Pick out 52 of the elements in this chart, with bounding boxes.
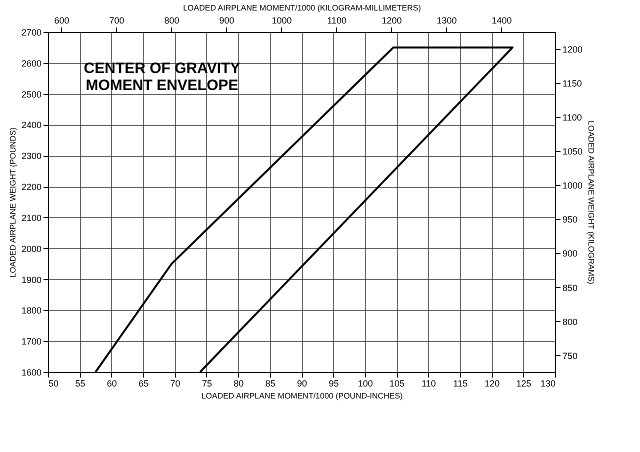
- x-tick-label: 50: [48, 378, 59, 388]
- y2-tick-label: 800: [562, 316, 578, 327]
- x2-axis-title: LOADED AIRPLANE MOMENT/1000 (KILOGRAM-MILLIMETERS): [183, 4, 422, 12]
- y2-tick-label: 750: [562, 350, 578, 361]
- y2-tick-label: 1000: [562, 180, 583, 191]
- x2-tick-label: 800: [164, 16, 180, 26]
- y-tick-label: 2600: [21, 58, 42, 68]
- x-axis-title: LOADED AIRPLANE MOMENT/1000 (POUND-INCHES): [201, 392, 404, 400]
- x-tick-label: 90: [296, 378, 308, 388]
- y2-tick-label: 1150: [562, 78, 582, 88]
- x-tick-label: 85: [265, 378, 276, 388]
- y-tick-label: 2100: [21, 212, 42, 223]
- y-tick-label: 2000: [21, 244, 42, 254]
- y-tick-label: 1700: [21, 336, 42, 347]
- x2-tick-label: 900: [219, 16, 234, 26]
- y-tick-label: 2500: [21, 89, 42, 100]
- x-tick-label: 115: [453, 378, 468, 388]
- x-tick-label: 130: [540, 378, 556, 388]
- x-tick-label: 110: [422, 378, 436, 388]
- x-tick-label: 120: [484, 378, 500, 388]
- x-tick-label: 125: [516, 378, 532, 388]
- y-tick-label: 2200: [21, 182, 42, 192]
- y-tick-label: 2700: [21, 28, 42, 38]
- x2-tick-label: 1400: [492, 16, 512, 26]
- y2-tick-label: 1200: [562, 44, 583, 54]
- x-tick-label: 95: [328, 378, 339, 388]
- x-tick-label: 100: [358, 378, 373, 388]
- x2-tick-label: 1100: [327, 16, 346, 26]
- y-axis-title: LOADED AIRPLANE WEIGHT (POUNDS): [8, 127, 18, 278]
- x-tick-label: 105: [390, 378, 405, 388]
- y2-tick-label: 950: [562, 214, 578, 225]
- x-tick-label: 65: [138, 378, 149, 388]
- y-tick-label: 1600: [21, 368, 42, 378]
- x2-tick-label: 600: [54, 16, 70, 26]
- x2-tick-label: 1200: [382, 16, 402, 26]
- x-tick-label: 60: [106, 378, 117, 388]
- y2-axis-title: LOADED AIRPLANE WEIGHT (KILOGRAMS): [586, 120, 596, 285]
- y-tick-label: 1800: [21, 306, 42, 316]
- y2-tick-label: 1050: [562, 146, 583, 157]
- x-tick-label: 70: [170, 378, 180, 388]
- x2-tick-label: 1000: [272, 16, 292, 26]
- x-tick-label: 75: [202, 378, 212, 388]
- y2-tick-label: 900: [562, 248, 578, 259]
- x2-tick-label: 700: [109, 16, 124, 26]
- y2-tick-label: 850: [562, 282, 578, 293]
- x-tick-label: 55: [75, 378, 86, 388]
- y-tick-label: 2400: [21, 120, 42, 130]
- x-tick-label: 80: [234, 378, 244, 388]
- y-tick-label: 1900: [21, 274, 42, 285]
- x2-tick-label: 1300: [436, 16, 457, 26]
- y2-tick-label: 1100: [562, 112, 582, 122]
- y-tick-label: 2300: [21, 151, 42, 162]
